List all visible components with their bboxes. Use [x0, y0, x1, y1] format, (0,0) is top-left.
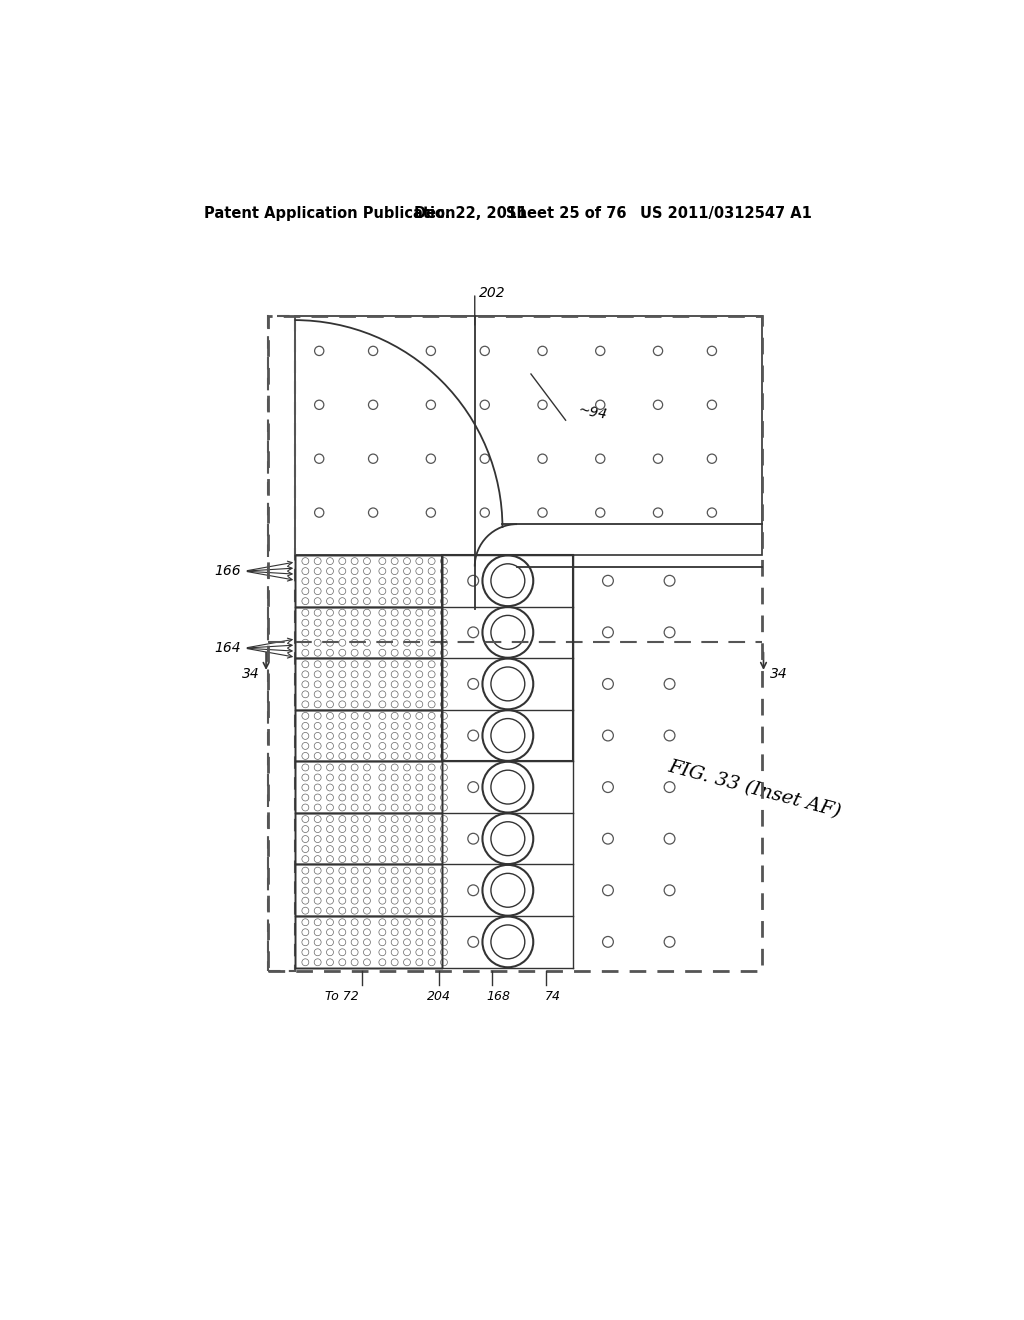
Bar [295, 554, 442, 607]
Bar [295, 762, 442, 813]
Bar [267, 317, 295, 970]
Text: 166: 166 [214, 564, 241, 578]
Bar [442, 554, 573, 762]
Bar [295, 554, 442, 607]
Bar [295, 607, 442, 659]
Text: 164: 164 [214, 642, 241, 655]
Text: 74: 74 [545, 990, 561, 1003]
Text: Dec. 22, 2011: Dec. 22, 2011 [414, 206, 527, 222]
Bar [295, 607, 442, 659]
Text: ~94: ~94 [578, 403, 608, 422]
Bar [295, 710, 442, 762]
Text: US 2011/0312547 A1: US 2011/0312547 A1 [640, 206, 812, 222]
Bar [295, 762, 442, 813]
Bar [295, 659, 442, 710]
Text: 202: 202 [478, 286, 505, 300]
Text: To 72: To 72 [325, 990, 358, 1003]
Text: 34: 34 [770, 668, 787, 681]
Text: 34: 34 [242, 668, 260, 681]
Bar [295, 865, 442, 916]
Bar [295, 710, 442, 762]
Bar [267, 317, 762, 970]
Text: 168: 168 [486, 990, 510, 1003]
Bar [295, 813, 442, 865]
Text: Sheet 25 of 76: Sheet 25 of 76 [506, 206, 627, 222]
Text: 204: 204 [427, 990, 451, 1003]
Text: FIG. 33 (Inset AF): FIG. 33 (Inset AF) [666, 758, 843, 821]
Bar [295, 916, 442, 968]
Text: Patent Application Publication: Patent Application Publication [204, 206, 456, 222]
Bar [295, 865, 442, 916]
Bar [295, 916, 442, 968]
Bar [295, 659, 442, 710]
Bar [295, 317, 762, 554]
Bar [295, 813, 442, 865]
